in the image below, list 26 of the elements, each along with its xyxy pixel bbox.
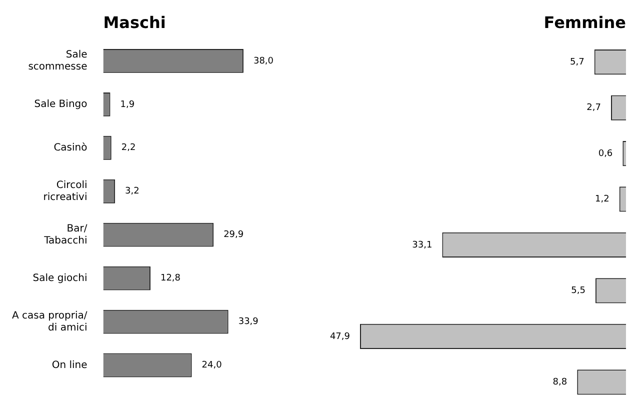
y-tick-label: Circoli ricreativi <box>43 180 88 203</box>
data-label: 3,2 <box>125 186 140 197</box>
y-tick-label: Bar/ Tabacchi <box>43 223 88 246</box>
y-tick-label: Sale giochi <box>32 272 88 284</box>
data-label: 33,9 <box>238 317 259 328</box>
y-tick-label: On line <box>52 360 88 371</box>
data-label: 33,1 <box>412 240 432 250</box>
data-label: 8,8 <box>552 377 568 388</box>
y-tick-label: A casa propria/ di amici <box>12 310 88 334</box>
data-label: 29,9 <box>224 230 244 240</box>
data-label: 2,7 <box>586 103 602 114</box>
data-label: 5,5 <box>571 286 586 296</box>
data-label: 2,2 <box>121 143 136 154</box>
chart-title: Maschi <box>103 12 166 32</box>
data-label: 12,8 <box>160 274 181 284</box>
data-label: 0,6 <box>598 148 613 159</box>
data-label: 24,0 <box>202 360 222 371</box>
chart-title: Femmine <box>544 12 626 32</box>
y-tick-label: Sale Bingo <box>34 99 88 110</box>
y-tick-label: Sale scommesse <box>28 50 88 73</box>
data-label: 1,9 <box>120 100 135 110</box>
data-label: 38,0 <box>253 56 274 66</box>
y-tick-label: Casinò <box>54 142 88 154</box>
data-label: 47,9 <box>330 332 350 342</box>
data-label: 5,7 <box>570 57 584 68</box>
data-label: 1,2 <box>595 194 610 205</box>
